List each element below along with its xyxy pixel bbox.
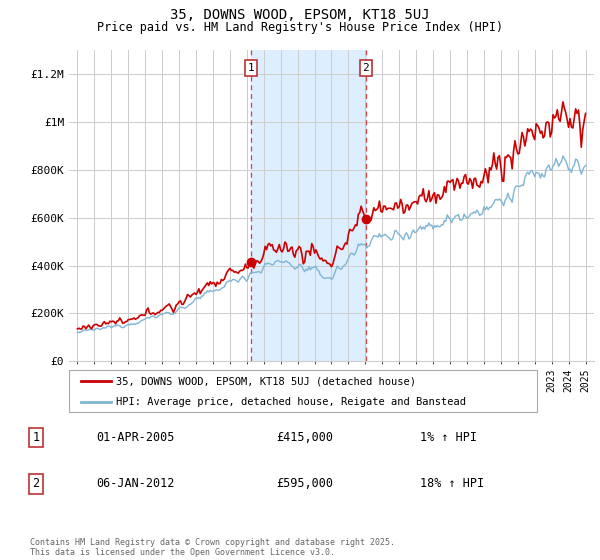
Text: £595,000: £595,000 — [276, 477, 333, 490]
Text: £415,000: £415,000 — [276, 431, 333, 444]
Text: 35, DOWNS WOOD, EPSOM, KT18 5UJ: 35, DOWNS WOOD, EPSOM, KT18 5UJ — [170, 8, 430, 22]
Text: HPI: Average price, detached house, Reigate and Banstead: HPI: Average price, detached house, Reig… — [116, 398, 466, 407]
Text: 18% ↑ HPI: 18% ↑ HPI — [420, 477, 484, 490]
Text: Contains HM Land Registry data © Crown copyright and database right 2025.
This d: Contains HM Land Registry data © Crown c… — [30, 538, 395, 557]
Bar — [251, 50, 366, 361]
Text: 01-APR-2005: 01-APR-2005 — [96, 431, 175, 444]
Text: 1: 1 — [32, 431, 40, 444]
Text: 35, DOWNS WOOD, EPSOM, KT18 5UJ (detached house): 35, DOWNS WOOD, EPSOM, KT18 5UJ (detache… — [116, 376, 416, 386]
Text: Price paid vs. HM Land Registry's House Price Index (HPI): Price paid vs. HM Land Registry's House … — [97, 21, 503, 34]
Text: 1: 1 — [248, 63, 254, 73]
Text: 06-JAN-2012: 06-JAN-2012 — [96, 477, 175, 490]
Text: 2: 2 — [32, 477, 40, 490]
Text: 2: 2 — [362, 63, 369, 73]
Text: 1% ↑ HPI: 1% ↑ HPI — [420, 431, 477, 444]
